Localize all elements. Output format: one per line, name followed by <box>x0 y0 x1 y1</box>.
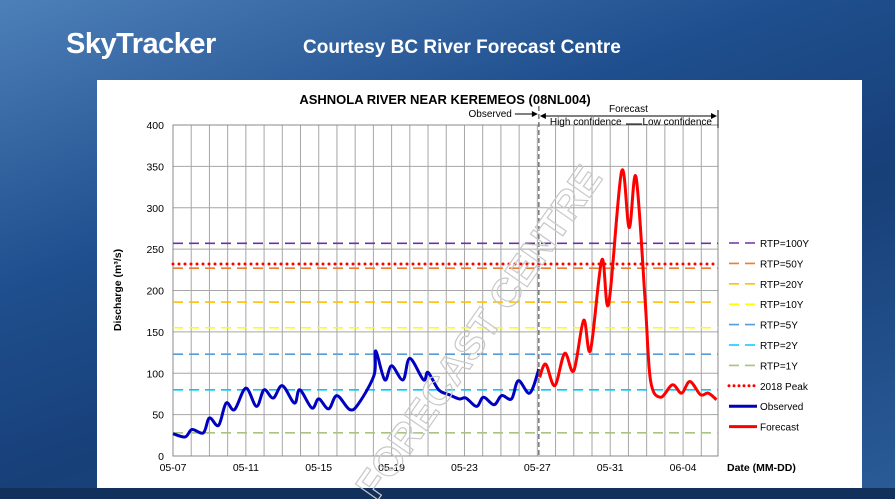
y-tick-labels: 0 50 100 150 200 250 300 350 400 <box>146 120 164 463</box>
x-axis-label: Date (MM-DD) <box>727 462 796 474</box>
arrowhead <box>531 111 538 117</box>
legend-item: RTP=10Y <box>729 300 804 311</box>
legend-label: RTP=2Y <box>760 341 798 352</box>
high-confidence-annotation: High confidence <box>550 117 622 128</box>
annotation-arrows <box>514 110 719 128</box>
legend-label: RTP=20Y <box>760 280 804 291</box>
y-tick-label: 50 <box>152 410 164 422</box>
arrowhead <box>711 113 717 119</box>
x-tick-labels: 05-07 05-11 05-15 05-19 05-23 05-27 05-31 06-04 <box>160 462 697 474</box>
plot-area <box>172 124 719 457</box>
legend: RTP=100Y RTP=50Y RTP=20Y RTP=10Y RTP=5Y RTP=2… <box>727 239 809 434</box>
x-tick-label: 05-27 <box>524 462 551 474</box>
y-tick-label: 200 <box>146 286 164 298</box>
legend-item: RTP=20Y <box>729 280 804 291</box>
y-axis-label: Discharge (m³/s) <box>112 249 124 331</box>
skytracker-logo: SkyTracker <box>66 28 216 60</box>
legend-item: Observed <box>729 402 803 413</box>
legend-item: 2018 Peak <box>727 382 809 393</box>
legend-label: Forecast <box>760 423 799 434</box>
threshold-lines <box>171 242 720 434</box>
legend-label: RTP=10Y <box>760 300 804 311</box>
observed-annotation: Observed <box>469 109 512 120</box>
y-tick-label: 0 <box>158 451 164 463</box>
y-tick-label: 400 <box>146 120 164 132</box>
x-tick-label: 06-04 <box>670 462 697 474</box>
footer-bar <box>0 488 895 499</box>
legend-item: Forecast <box>729 423 799 434</box>
x-tick-label: 05-07 <box>160 462 187 474</box>
forecast-annotation: Forecast <box>609 104 648 115</box>
series-observed <box>172 349 541 439</box>
period-annotations: Observed Forecast High confidence Low co… <box>469 104 719 456</box>
courtesy-caption: Courtesy BC River Forecast Centre <box>303 37 621 58</box>
x-tick-label: 05-15 <box>305 462 332 474</box>
legend-label: 2018 Peak <box>760 382 809 393</box>
legend-label: RTP=50Y <box>760 259 804 270</box>
x-tick-label: 05-11 <box>233 462 259 474</box>
legend-label: Observed <box>760 402 803 413</box>
y-tick-label: 150 <box>146 327 164 339</box>
series-forecast <box>538 168 718 401</box>
chart-title: ASHNOLA RIVER NEAR KEREMEOS (08NL004) <box>299 92 590 107</box>
legend-item: RTP=100Y <box>729 239 809 250</box>
y-tick-label: 350 <box>146 161 164 173</box>
y-tick-label: 300 <box>146 203 164 215</box>
legend-item: RTP=50Y <box>729 259 804 270</box>
low-confidence-annotation: Low confidence <box>643 117 713 128</box>
legend-item: RTP=2Y <box>729 341 798 352</box>
legend-label: RTP=5Y <box>760 321 798 332</box>
legend-label: RTP=1Y <box>760 361 798 372</box>
y-tick-label: 250 <box>146 244 164 256</box>
y-tick-label: 100 <box>146 368 164 380</box>
legend-label: RTP=100Y <box>760 239 809 250</box>
legend-item: RTP=5Y <box>729 321 798 332</box>
arrowhead <box>539 113 546 119</box>
x-tick-label: 05-23 <box>451 462 478 474</box>
x-tick-label: 05-31 <box>597 462 624 474</box>
x-tick-label: 05-19 <box>378 462 405 474</box>
series-lines <box>172 168 718 439</box>
legend-item: RTP=1Y <box>729 361 798 372</box>
